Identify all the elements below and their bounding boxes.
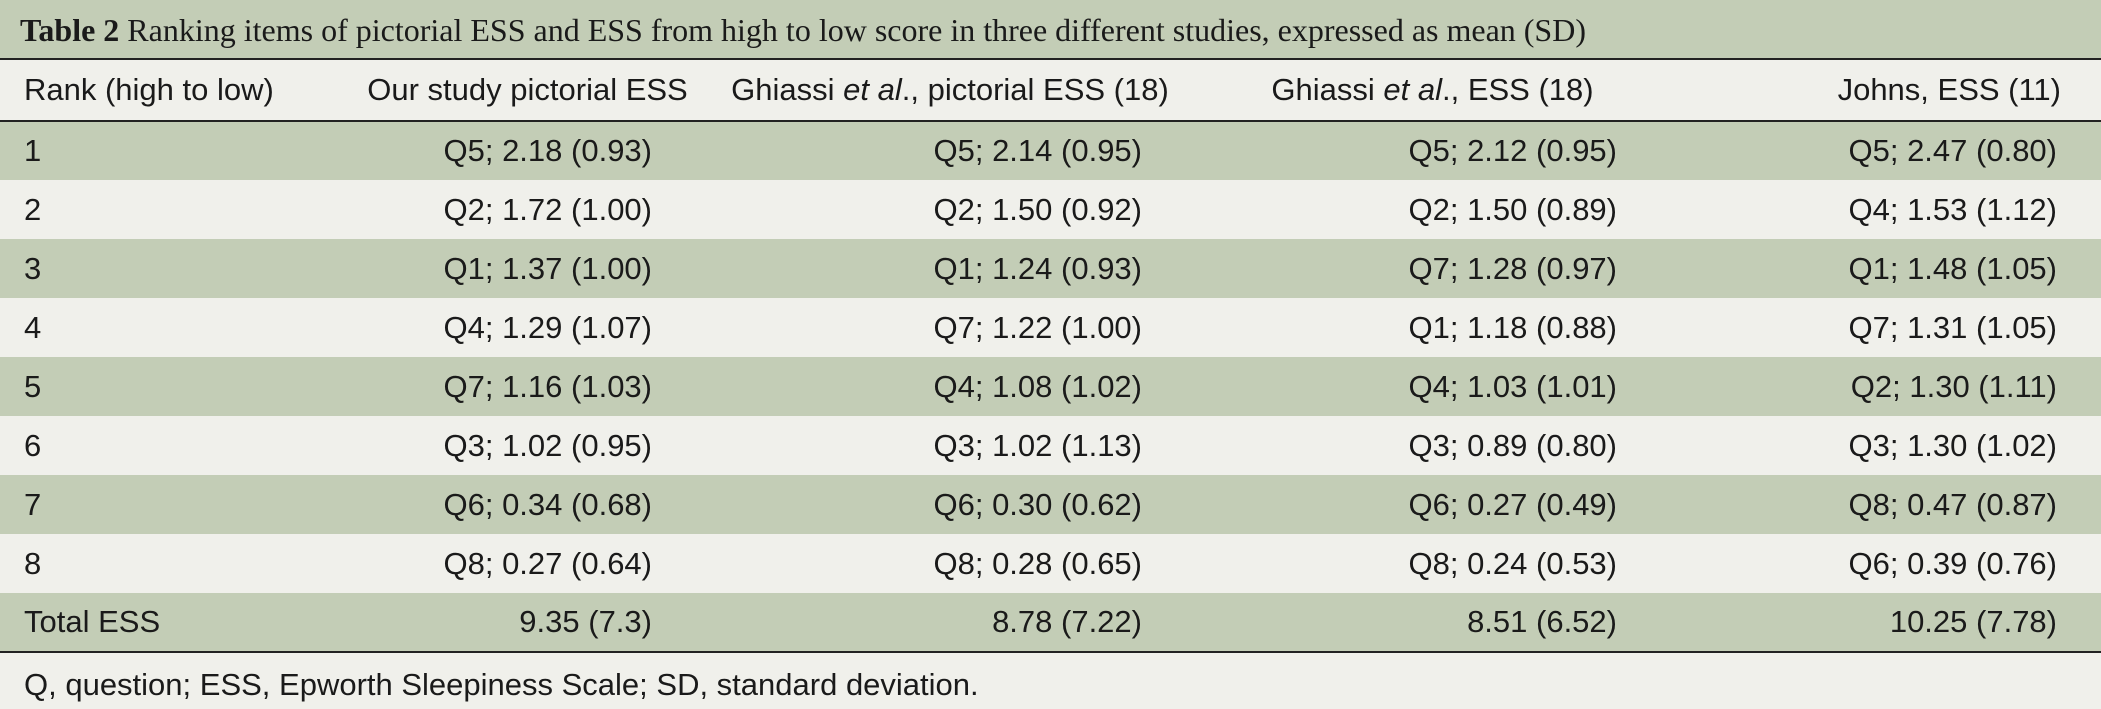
table-row: Total ESS 9.35 (7.3) 8.78 (7.22) 8.51 (6.52… xyxy=(0,593,2101,652)
caption-text: Ranking items of pictorial ESS and ESS f… xyxy=(127,12,1586,48)
table-row: 6 Q3; 1.02 (0.95) Q3; 1.02 (1.13) Q3; 0.89 … xyxy=(0,416,2101,475)
column-header-pre: Johns, ESS (11) xyxy=(1837,72,2061,107)
column-header-pre: Ghiassi xyxy=(1271,72,1384,107)
score-cell: 8.51 (6.52) xyxy=(1467,604,1617,639)
score-cell: Q6; 0.34 (0.68) xyxy=(443,486,652,522)
rank-cell: 5 xyxy=(24,368,42,404)
table-row: 3 Q1; 1.37 (1.00) Q1; 1.24 (0.93) Q7; 1.28 … xyxy=(0,239,2101,298)
score-cell: Q4; 1.08 (1.02) xyxy=(933,368,1142,404)
table-row: 2 Q2; 1.72 (1.00) Q2; 1.50 (0.92) Q2; 1.50 … xyxy=(0,180,2101,239)
column-header-post: ., ESS (18) xyxy=(1441,72,1594,107)
table-caption: Table 2 Ranking items of pictorial ESS a… xyxy=(0,0,2101,58)
score-cell: Q2; 1.72 (1.00) xyxy=(443,191,652,227)
score-cell: 8.78 (7.22) xyxy=(992,604,1142,639)
column-header: Rank (high to low) xyxy=(0,59,360,121)
rank-cell: 7 xyxy=(24,486,42,522)
table-row: 7 Q6; 0.34 (0.68) Q6; 0.30 (0.62) Q6; 0.27 … xyxy=(0,475,2101,534)
score-cell: Q5; 2.12 (0.95) xyxy=(1408,133,1617,168)
score-cell: Q7; 1.16 (1.03) xyxy=(443,368,652,404)
column-header-pre: Our study pictorial ESS xyxy=(367,72,688,107)
score-cell: Q6; 0.30 (0.62) xyxy=(933,486,1142,522)
table-label: Table 2 xyxy=(20,12,120,48)
score-cell: Q7; 1.22 (1.00) xyxy=(933,309,1142,345)
column-header: Ghiassi et al., ESS (18) xyxy=(1205,59,1680,121)
column-header: Our study pictorial ESS xyxy=(360,59,715,121)
column-header-em: et al xyxy=(843,72,902,107)
score-cell: Q3; 1.02 (0.95) xyxy=(443,427,652,463)
score-cell: Q2; 1.30 (1.11) xyxy=(1850,368,2057,404)
table-row: 5 Q7; 1.16 (1.03) Q4; 1.08 (1.02) Q4; 1.03 … xyxy=(0,357,2101,416)
score-cell: Q2; 1.50 (0.89) xyxy=(1408,191,1617,227)
score-cell: Q6; 0.27 (0.49) xyxy=(1408,486,1617,522)
score-cell: Q8; 0.24 (0.53) xyxy=(1408,545,1617,581)
table-footnote: Q, question; ESS, Epworth Sleepiness Sca… xyxy=(24,667,979,702)
ranking-table: Rank (high to low) Our study pictorial ES… xyxy=(0,58,2101,653)
rank-cell: 6 xyxy=(24,427,42,463)
column-header-pre: Ghiassi xyxy=(731,72,844,107)
score-cell: Q4; 1.29 (1.07) xyxy=(443,309,652,345)
score-cell: Q3; 1.30 (1.02) xyxy=(1848,427,2057,463)
score-cell: 10.25 (7.78) xyxy=(1889,604,2057,639)
score-cell: Q8; 0.28 (0.65) xyxy=(933,545,1142,581)
score-cell: Q4; 1.53 (1.12) xyxy=(1848,191,2057,227)
header-row: Rank (high to low) Our study pictorial ES… xyxy=(0,59,2101,121)
rank-cell: 8 xyxy=(24,545,42,581)
score-cell: Q5; 2.47 (0.80) xyxy=(1848,133,2057,168)
table-row: 1 Q5; 2.18 (0.93) Q5; 2.14 (0.95) Q5; 2.12 … xyxy=(0,121,2101,180)
rank-cell: 1 xyxy=(24,133,42,168)
score-cell: Q2; 1.50 (0.92) xyxy=(933,191,1142,227)
column-header-post: ., pictorial ESS (18) xyxy=(901,72,1169,107)
score-cell: Q5; 2.14 (0.95) xyxy=(933,133,1142,168)
table-body: 1 Q5; 2.18 (0.93) Q5; 2.14 (0.95) Q5; 2.12 … xyxy=(0,121,2101,652)
score-cell: Q8; 0.27 (0.64) xyxy=(443,545,652,581)
score-cell: Q7; 1.31 (1.05) xyxy=(1848,309,2057,345)
score-cell: Q1; 1.37 (1.00) xyxy=(443,250,652,286)
score-cell: Q7; 1.28 (0.97) xyxy=(1408,250,1617,286)
score-cell: 9.35 (7.3) xyxy=(519,604,652,639)
score-cell: Q1; 1.24 (0.93) xyxy=(933,250,1142,286)
column-header-pre: Rank (high to low) xyxy=(24,72,274,107)
score-cell: Q8; 0.47 (0.87) xyxy=(1848,486,2057,522)
column-header-em: et al xyxy=(1383,72,1442,107)
rank-cell: 4 xyxy=(24,309,42,345)
score-cell: Q5; 2.18 (0.93) xyxy=(443,133,652,168)
rank-cell: 2 xyxy=(24,191,42,227)
score-cell: Q6; 0.39 (0.76) xyxy=(1848,545,2057,581)
score-cell: Q1; 1.48 (1.05) xyxy=(1848,250,2057,286)
rank-cell: Total ESS xyxy=(24,604,161,639)
score-cell: Q3; 1.02 (1.13) xyxy=(933,427,1142,463)
score-cell: Q4; 1.03 (1.01) xyxy=(1408,368,1617,404)
table-row: 8 Q8; 0.27 (0.64) Q8; 0.28 (0.65) Q8; 0.24 … xyxy=(0,534,2101,593)
column-header: Ghiassi et al., pictorial ESS (18) xyxy=(715,59,1205,121)
score-cell: Q3; 0.89 (0.80) xyxy=(1408,427,1617,463)
column-header: Johns, ESS (11) xyxy=(1680,59,2101,121)
table-row: 4 Q4; 1.29 (1.07) Q7; 1.22 (1.00) Q1; 1.18 … xyxy=(0,298,2101,357)
score-cell: Q1; 1.18 (0.88) xyxy=(1408,309,1617,345)
rank-cell: 3 xyxy=(24,250,42,286)
